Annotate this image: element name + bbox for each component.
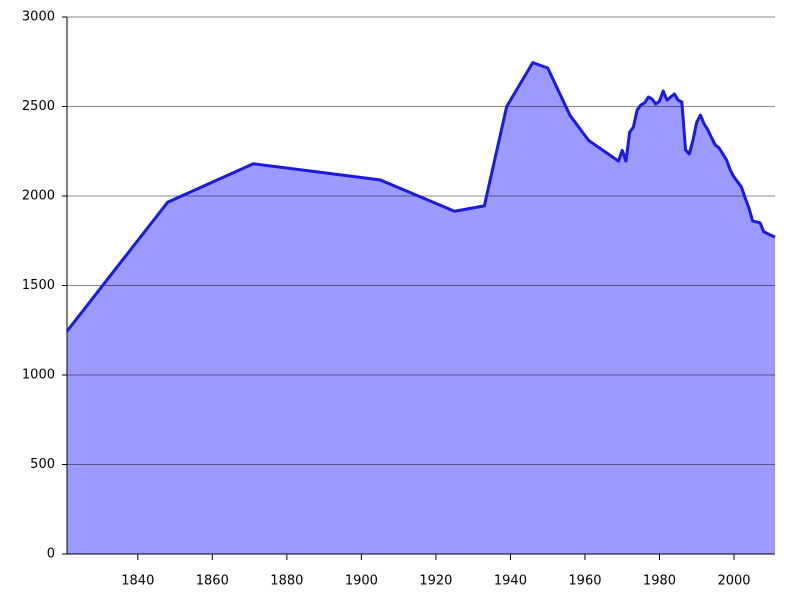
- x-tick-label: 1900: [345, 574, 378, 589]
- y-tick-label: 1000: [22, 368, 55, 383]
- y-tick-label: 500: [30, 457, 55, 472]
- x-tick-label: 1980: [643, 574, 676, 589]
- y-tick-label: 2000: [22, 189, 55, 204]
- x-tick-label: 1940: [494, 574, 527, 589]
- y-tick-label: 3000: [22, 10, 55, 25]
- x-tick-label: 1920: [419, 574, 452, 589]
- x-tick-label: 1880: [270, 574, 303, 589]
- y-tick-label: 1500: [22, 278, 55, 293]
- y-tick-label: 2500: [22, 99, 55, 114]
- x-tick-label: 1860: [196, 574, 229, 589]
- area: [67, 62, 775, 555]
- x-tick-label: 1840: [121, 574, 154, 589]
- x-tick-label: 1960: [568, 574, 601, 589]
- y-tick-label: 0: [47, 547, 55, 562]
- line: [65, 61, 776, 333]
- x-tick-label: 2000: [717, 574, 750, 589]
